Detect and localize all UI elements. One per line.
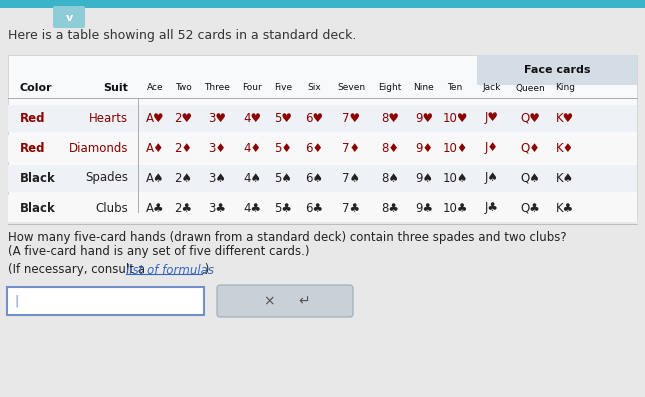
- Text: Spades: Spades: [85, 172, 128, 185]
- Text: 3♥: 3♥: [208, 112, 226, 125]
- Text: 7♣: 7♣: [342, 202, 360, 214]
- Text: How many five-card hands (drawn from a standard deck) contain three spades and t: How many five-card hands (drawn from a s…: [8, 231, 566, 245]
- Text: Red: Red: [20, 112, 46, 125]
- Text: 10♣: 10♣: [442, 202, 468, 214]
- Text: J♦: J♦: [485, 141, 499, 154]
- Text: 4♣: 4♣: [243, 202, 261, 214]
- Text: Nine: Nine: [413, 83, 434, 93]
- Text: Seven: Seven: [337, 83, 365, 93]
- Bar: [8, 105, 637, 132]
- Text: Q♦: Q♦: [520, 141, 540, 154]
- Text: 8♣: 8♣: [381, 202, 399, 214]
- Text: Two: Two: [175, 83, 192, 93]
- Text: Q♣: Q♣: [520, 202, 540, 214]
- Text: 3♦: 3♦: [208, 141, 226, 154]
- Text: 5♥: 5♥: [274, 112, 292, 125]
- Text: 8♦: 8♦: [381, 141, 399, 154]
- Text: J♠: J♠: [485, 172, 499, 185]
- Text: 4♠: 4♠: [243, 172, 261, 185]
- Text: 8♠: 8♠: [381, 172, 399, 185]
- Text: 9♣: 9♣: [415, 202, 433, 214]
- Text: 7♦: 7♦: [342, 141, 360, 154]
- Bar: [8, 165, 637, 192]
- Text: Red: Red: [20, 141, 46, 154]
- FancyBboxPatch shape: [53, 6, 85, 28]
- Bar: [477, 55, 637, 85]
- Text: 2♦: 2♦: [174, 141, 192, 154]
- Text: 5♣: 5♣: [274, 202, 292, 214]
- Text: Black: Black: [20, 202, 55, 214]
- Text: 8♥: 8♥: [381, 112, 399, 125]
- Text: list of formulas: list of formulas: [126, 264, 214, 276]
- Text: Face cards: Face cards: [524, 65, 590, 75]
- Text: 7♠: 7♠: [342, 172, 360, 185]
- Text: Color: Color: [20, 83, 53, 93]
- Text: K♣: K♣: [556, 202, 574, 214]
- Text: 2♥: 2♥: [174, 112, 192, 125]
- Text: 4♥: 4♥: [243, 112, 261, 125]
- Text: 9♥: 9♥: [415, 112, 433, 125]
- Text: 10♠: 10♠: [442, 172, 468, 185]
- Text: .): .): [201, 264, 210, 276]
- Text: 10♥: 10♥: [442, 112, 468, 125]
- Text: J♥: J♥: [485, 112, 499, 125]
- Text: K♥: K♥: [556, 112, 574, 125]
- Text: 6♥: 6♥: [305, 112, 323, 125]
- Text: 5♠: 5♠: [274, 172, 292, 185]
- Text: A♥: A♥: [146, 112, 164, 125]
- FancyBboxPatch shape: [217, 285, 353, 317]
- Text: Queen: Queen: [515, 83, 545, 93]
- Text: Three: Three: [204, 83, 230, 93]
- Text: K♦: K♦: [556, 141, 574, 154]
- Text: Clubs: Clubs: [95, 202, 128, 214]
- Text: 3♠: 3♠: [208, 172, 226, 185]
- Text: A♠: A♠: [146, 172, 164, 185]
- Text: 6♠: 6♠: [305, 172, 323, 185]
- Text: Six: Six: [307, 83, 321, 93]
- Text: Eight: Eight: [379, 83, 402, 93]
- Text: Jack: Jack: [483, 83, 501, 93]
- Text: (If necessary, consult a: (If necessary, consult a: [8, 264, 149, 276]
- Text: Ace: Ace: [146, 83, 163, 93]
- Text: 6♦: 6♦: [305, 141, 323, 154]
- Text: Ten: Ten: [448, 83, 462, 93]
- Text: Five: Five: [274, 83, 292, 93]
- Text: Diamonds: Diamonds: [68, 141, 128, 154]
- Text: ×: ×: [264, 294, 275, 308]
- FancyBboxPatch shape: [7, 287, 204, 315]
- Text: ↵: ↵: [299, 294, 310, 308]
- Text: A♣: A♣: [146, 202, 164, 214]
- Text: Here is a table showing all 52 cards in a standard deck.: Here is a table showing all 52 cards in …: [8, 29, 357, 42]
- Text: (A five-card hand is any set of five different cards.): (A five-card hand is any set of five dif…: [8, 245, 310, 258]
- Text: K♠: K♠: [556, 172, 574, 185]
- Text: Suit: Suit: [103, 83, 128, 93]
- Text: 9♦: 9♦: [415, 141, 433, 154]
- Text: A♦: A♦: [146, 141, 164, 154]
- Text: 9♠: 9♠: [415, 172, 433, 185]
- Text: Black: Black: [20, 172, 55, 185]
- Text: 2♠: 2♠: [174, 172, 192, 185]
- Text: |: |: [14, 295, 18, 308]
- Text: 7♥: 7♥: [342, 112, 360, 125]
- Text: Four: Four: [242, 83, 262, 93]
- Text: 10♦: 10♦: [442, 141, 468, 154]
- Text: King: King: [555, 83, 575, 93]
- Text: 4♦: 4♦: [243, 141, 261, 154]
- Text: v: v: [65, 13, 73, 23]
- Bar: [8, 55, 637, 220]
- Bar: [8, 135, 637, 162]
- Text: 6♣: 6♣: [305, 202, 323, 214]
- Text: 5♦: 5♦: [274, 141, 292, 154]
- Text: Q♠: Q♠: [520, 172, 540, 185]
- Text: Q♥: Q♥: [520, 112, 540, 125]
- Text: J♣: J♣: [485, 202, 499, 214]
- Text: 3♣: 3♣: [208, 202, 226, 214]
- Bar: [8, 195, 637, 222]
- Text: Hearts: Hearts: [89, 112, 128, 125]
- Bar: [0, 0, 645, 8]
- Text: 2♣: 2♣: [174, 202, 192, 214]
